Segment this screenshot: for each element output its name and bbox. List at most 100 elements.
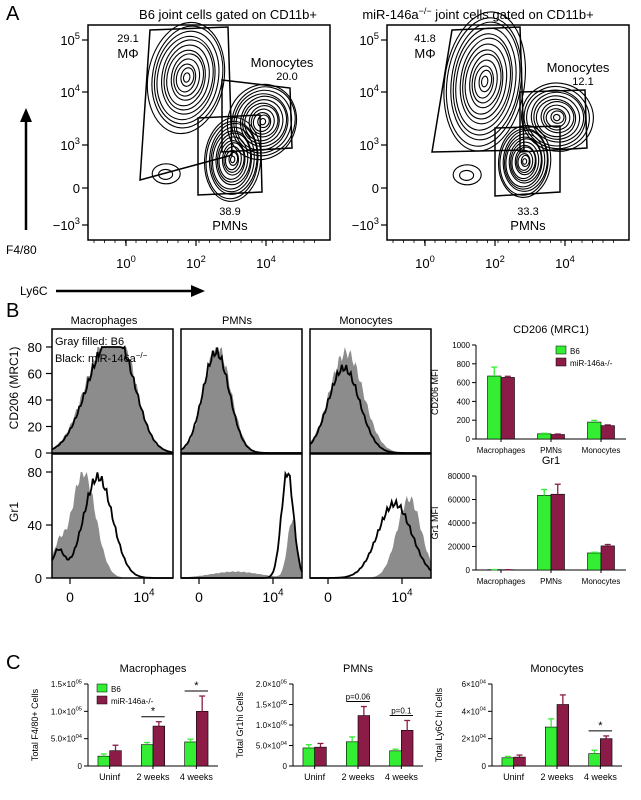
mphi-mir146a-contour-5	[469, 53, 502, 109]
mphi-b6-contour-10	[153, 30, 220, 125]
bar-ytick-label-base: 0	[466, 566, 471, 575]
monocytes-mir146a-contour-1	[552, 113, 561, 122]
bar-charts: CD206 (MRC1)CD206 MFI02004006008001000Ma…	[30, 324, 626, 782]
pmns-mir146a-contour-6	[511, 144, 537, 180]
pmns-mir146a-contour-7	[510, 141, 540, 182]
pmns-mir146a-contour-8	[508, 138, 542, 184]
bar-category-label: Macrophages	[477, 577, 525, 586]
bar-b6	[501, 757, 514, 767]
flow-ytick-label-base: 10	[60, 33, 74, 48]
histogram-frame	[180, 453, 303, 579]
bar-mir146a	[500, 377, 515, 440]
hist-legend-black: Black: miR-146a−/−	[55, 351, 148, 365]
gate-value-pmns-b6: 38.9	[219, 206, 240, 218]
bar-b6	[389, 750, 402, 767]
mphi-mir146a-contour-6	[464, 49, 504, 115]
flow-xtick-label: 100	[415, 254, 435, 271]
monocytes-mir146a-contour-8	[530, 91, 585, 143]
bar-mir146a	[357, 715, 370, 767]
f480-axis-label: F4/80	[6, 243, 37, 257]
gate-value-pmns-mir146a: 33.3	[517, 206, 538, 218]
bar-chart-ylabel: Total Gr1hi Cells	[235, 691, 245, 758]
hist-xtick-label: 0	[66, 589, 74, 605]
flow-xtick-label-exp: 2	[500, 254, 505, 264]
mphi-b6-contour-4	[173, 58, 201, 97]
flow-xtick-label-base: 10	[256, 256, 270, 271]
flow-plot-title-mir146a: miR-146a−/− joint cells gated on CD11b+	[362, 6, 593, 22]
bar-chart-ylabel: Total Ly6C hi Cells	[434, 687, 444, 762]
hist-row-label-gr1: Gr1	[7, 502, 21, 522]
histogram-frame	[180, 328, 303, 454]
legend-sup: −/−	[136, 351, 148, 360]
bar-b6	[302, 747, 315, 767]
bar-ytick-label-base: 1000	[452, 341, 470, 350]
bar-mir146a	[600, 738, 613, 767]
pmns-mir146a-contour-2	[520, 154, 530, 167]
bar-category-label: 4 weeks	[584, 772, 618, 782]
bar-category-label: 4 weeks	[385, 772, 419, 782]
bar-ytick-label-exp: 04	[281, 741, 288, 747]
histogram-mir146a-line	[181, 470, 303, 579]
bar-ytick-label-exp: 05	[281, 700, 287, 706]
bar-ytick-label: 0	[466, 566, 471, 575]
bar-category-label: PMNs	[540, 577, 562, 586]
flow-xtick-label-base: 10	[116, 256, 130, 271]
bar-chart-ylabel: Total F4/80+ Cells	[30, 688, 40, 761]
flow-xtick-label-exp: 0	[131, 254, 136, 264]
bar-b6	[587, 421, 602, 440]
monocytes-mir146a-contour-7	[533, 95, 581, 140]
bar-mir146a	[556, 704, 569, 767]
bar-category-label: 2 weeks	[540, 772, 574, 782]
bar-category-label: 2 weeks	[341, 772, 375, 782]
bar-ytick-label-exp: 05	[281, 720, 287, 726]
bar-chart-macrophages: Macrophages Total F4/80+ Cells 0 5.0×1004 1.…	[30, 663, 218, 782]
mphi-mir146a-contour-9	[455, 33, 513, 131]
gate-mphi-mir146a	[431, 26, 525, 153]
mphi-b6-contour-9	[156, 35, 216, 121]
mphi-mir146a-contour-4	[471, 59, 498, 104]
ly6c-axis-arrow-head	[191, 285, 205, 297]
hist-column-macrophages: Macrophages	[71, 315, 138, 327]
hist-ytick-label: 0	[35, 571, 42, 586]
bar-mir146a	[401, 730, 414, 767]
mphi-mir146a-contour-8	[459, 37, 512, 125]
bar-ytick-label-base: 800	[457, 360, 471, 369]
ly6c-axis-label: Ly6C	[20, 284, 48, 298]
panel-letter-b: B	[6, 300, 19, 322]
flow-plot-title-b6: B6 joint cells gated on CD11b+	[139, 7, 317, 22]
hist-ytick-label: 80	[28, 465, 42, 480]
bar-ytick-label: 40000	[448, 519, 471, 528]
bar-category-label: 4 weeks	[180, 772, 214, 782]
bar-ytick-label-exp: 04	[480, 679, 487, 685]
bar-ytick-label: 20000	[448, 543, 471, 552]
bar-b6	[184, 741, 197, 767]
hist-xtick-label: 104	[391, 588, 413, 605]
significance-label: p=0.1	[391, 706, 412, 715]
hist-xtick-label-exp: 4	[407, 588, 413, 599]
flow-ytick-label-exp: 5	[374, 31, 379, 41]
bar-ytick-label: 400	[457, 397, 471, 406]
bar-ytick-label-base: 1.0×10	[256, 721, 281, 730]
bar-b6	[537, 433, 552, 440]
flow-ytick-label: 0	[73, 181, 80, 196]
legend-prefix: Black: miR-146a	[55, 353, 137, 365]
mphi-b6-contour-3	[175, 63, 197, 93]
bar-chart-title: Macrophages	[120, 663, 187, 675]
bar-mir146a	[152, 725, 165, 767]
histogram-frame	[51, 328, 174, 454]
flow-xtick-label-base: 10	[555, 256, 569, 271]
bar-ytick-label: 0	[78, 762, 83, 771]
hist-xtick-label-base: 0	[195, 589, 203, 605]
hist-legend-gray: Gray filled: B6	[55, 336, 124, 348]
legend-label: miR-146a-/-	[111, 697, 154, 706]
bar-b6	[587, 552, 602, 571]
bar-ytick-label-base: 1.5×10	[256, 701, 281, 710]
pmns-mir146a-contour-10	[504, 133, 546, 190]
flow-ytick-label-exp: 4	[374, 83, 379, 93]
bar-mir146a	[513, 756, 526, 767]
debris-b6-contour-2	[151, 163, 181, 185]
bar-ytick-label: 800	[457, 360, 471, 369]
hist-xtick-label: 104	[262, 588, 284, 605]
